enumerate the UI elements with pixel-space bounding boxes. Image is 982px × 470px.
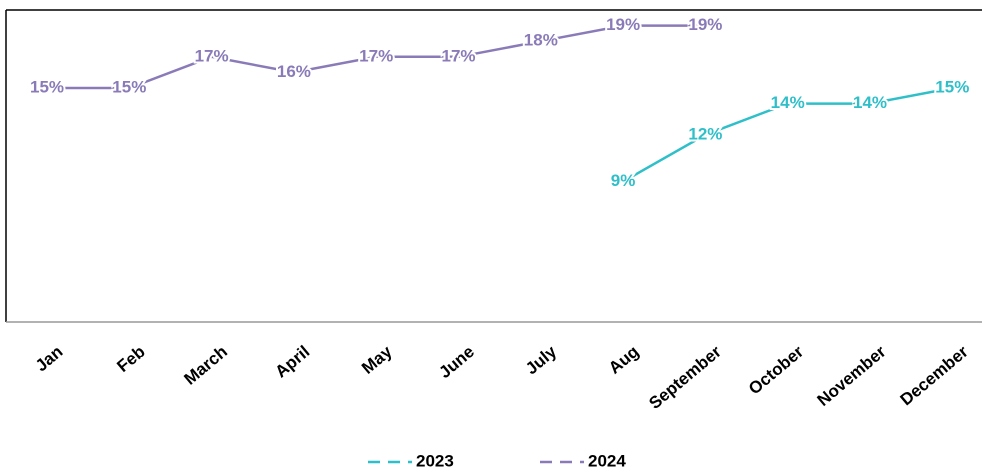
data-label: 12% — [688, 124, 722, 143]
data-label: 15% — [30, 77, 64, 96]
series-line — [622, 86, 953, 183]
series-line — [47, 24, 706, 90]
x-tick-label: April — [271, 342, 313, 381]
x-tick-label: November — [814, 342, 890, 410]
x-tick-label: December — [897, 342, 972, 410]
x-tick-label: March — [180, 342, 231, 389]
data-label: 19% — [606, 15, 640, 34]
x-tick-label: October — [745, 342, 807, 399]
data-label: 17% — [195, 46, 229, 65]
data-label: 17% — [359, 46, 393, 65]
data-label: 9% — [611, 171, 636, 190]
x-tick-label: September — [645, 342, 725, 413]
data-label: 17% — [441, 46, 475, 65]
legend-label: 2023 — [416, 451, 454, 470]
x-tick-label: Feb — [113, 342, 148, 376]
data-label: 16% — [277, 62, 311, 81]
x-tick-label: Aug — [605, 342, 643, 378]
legend-label: 2024 — [588, 451, 626, 470]
x-tick-label: June — [435, 342, 478, 382]
x-tick-label: May — [358, 342, 396, 378]
data-label: 15% — [935, 77, 969, 96]
x-tick-label: Jan — [32, 342, 67, 375]
data-label: 15% — [112, 77, 146, 96]
data-label: 18% — [524, 31, 558, 50]
data-label: 19% — [688, 15, 722, 34]
data-label: 14% — [771, 93, 805, 112]
data-label: 14% — [853, 93, 887, 112]
x-tick-label: July — [522, 342, 561, 379]
